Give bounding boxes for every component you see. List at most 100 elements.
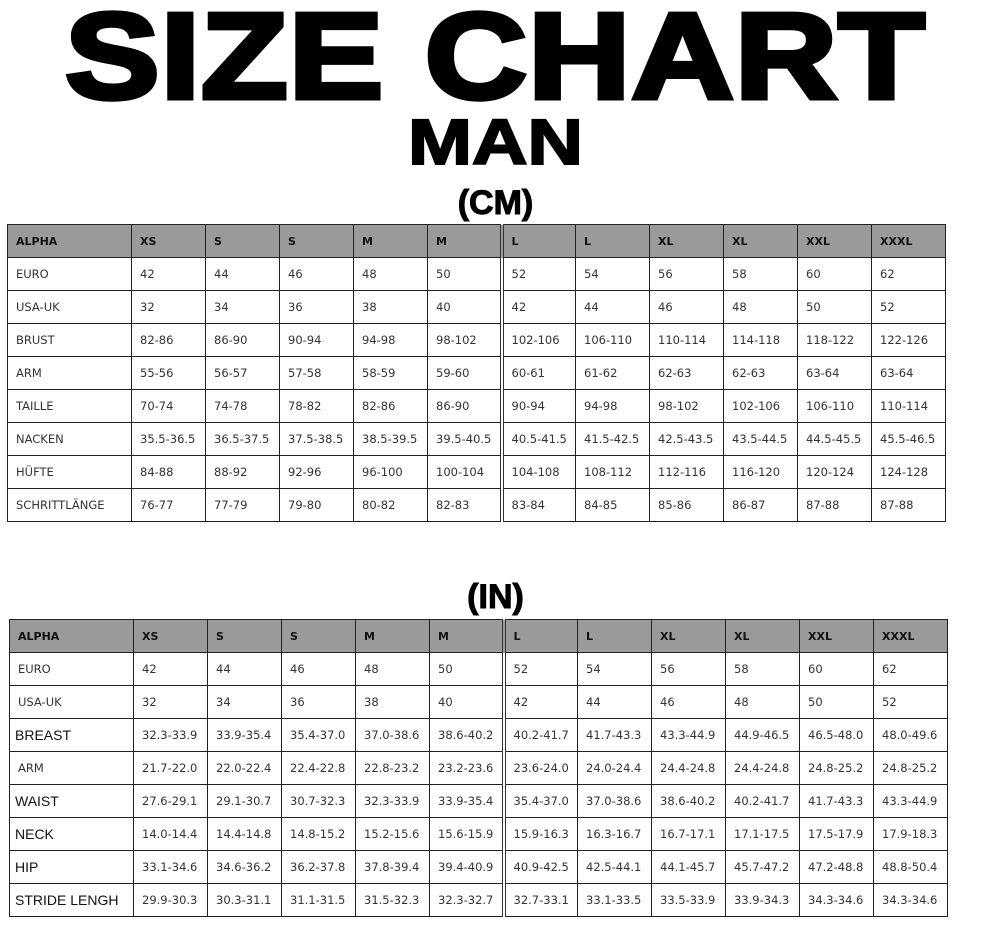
header-cell: XXL xyxy=(799,619,874,653)
table-cell: 70-74 xyxy=(131,389,206,423)
row-label-cell: NECK xyxy=(9,817,134,851)
header-cell: S xyxy=(207,619,282,653)
table-cell: 74-78 xyxy=(205,389,280,423)
table-cell: 57-58 xyxy=(279,356,354,390)
table-cell: 23.2-23.6 xyxy=(429,751,504,785)
table-cell: 63-64 xyxy=(871,356,946,390)
table-cell: 110-114 xyxy=(649,323,724,357)
table-cell: 114-118 xyxy=(723,323,798,357)
table-cell: 85-86 xyxy=(649,488,724,522)
header-cell: M xyxy=(353,224,428,258)
table-cell: 100-104 xyxy=(427,455,502,489)
table-cell: 45.5-46.5 xyxy=(871,422,946,456)
in-table-unit-heading: (IN) xyxy=(467,578,525,617)
header-cell: S xyxy=(279,224,354,258)
table-cell: 86-87 xyxy=(723,488,798,522)
table-cell: 78-82 xyxy=(279,389,354,423)
header-cell: L xyxy=(499,224,576,258)
row-label-cell: ARM xyxy=(7,356,132,390)
table-cell: 48.0-49.6 xyxy=(873,718,948,752)
table-cell: 94-98 xyxy=(353,323,428,357)
table-cell: 39.4-40.9 xyxy=(429,850,504,884)
header-cell: XL xyxy=(649,224,724,258)
table-cell: 58-59 xyxy=(353,356,428,390)
table-cell: 40.2-41.7 xyxy=(725,784,800,818)
table-cell: 22.8-23.2 xyxy=(355,751,430,785)
table-cell: 98-102 xyxy=(427,323,502,357)
table-cell: 40.2-41.7 xyxy=(501,718,578,752)
table-cell: 38.5-39.5 xyxy=(353,422,428,456)
table-cell: 82-86 xyxy=(353,389,428,423)
table-cell: 56 xyxy=(651,652,726,686)
row-label-cell: USA-UK xyxy=(9,685,134,719)
table-cell: 23.6-24.0 xyxy=(501,751,578,785)
table-cell: 61-62 xyxy=(575,356,650,390)
row-label-cell: ALPHA xyxy=(9,619,134,653)
table-cell: 86-90 xyxy=(205,323,280,357)
table-cell: 27.6-29.1 xyxy=(133,784,208,818)
table-cell: 41.5-42.5 xyxy=(575,422,650,456)
size-table-cm: ALPHA XS S S M M L L XL XL XXL XXXL EURO 42 44 46 48 50 52… xyxy=(7,224,946,522)
table-cell: 32 xyxy=(133,685,208,719)
header-cell: XL xyxy=(651,619,726,653)
table-cell: 41.7-43.3 xyxy=(577,718,652,752)
header-cell: XL xyxy=(723,224,798,258)
header-cell: XXXL xyxy=(871,224,946,258)
table-cell: 80-82 xyxy=(353,488,428,522)
table-row: NACKEN 35.5-36.5 36.5-37.5 37.5-38.5 38.5-39… xyxy=(7,422,946,456)
table-cell: 76-77 xyxy=(131,488,206,522)
table-cell: 30.3-31.1 xyxy=(207,883,282,917)
row-label-cell: STRIDE LENGH xyxy=(9,883,134,917)
table-cell: 124-128 xyxy=(871,455,946,489)
table-cell: 87-88 xyxy=(871,488,946,522)
table-row: EURO 42 44 46 48 50 52 54 56 58 60 62 xyxy=(7,257,946,291)
table-cell: 54 xyxy=(575,257,650,291)
table-cell: 29.1-30.7 xyxy=(207,784,282,818)
table-cell: 46.5-48.0 xyxy=(799,718,874,752)
row-label-cell: TAILLE xyxy=(7,389,132,423)
table-row: HÜFTE 84-88 88-92 92-96 96-100 100-104 104-108… xyxy=(7,455,946,489)
table-cell: 82-83 xyxy=(427,488,502,522)
table-cell: 21.7-22.0 xyxy=(133,751,208,785)
header-cell: XS xyxy=(131,224,206,258)
table-cell: 22.0-22.4 xyxy=(207,751,282,785)
table-cell: 36.5-37.5 xyxy=(205,422,280,456)
table-cell: 43.3-44.9 xyxy=(873,784,948,818)
table-cell: 14.8-15.2 xyxy=(281,817,356,851)
table-cell: 84-85 xyxy=(575,488,650,522)
row-label-cell: BREAST xyxy=(9,718,134,752)
row-label-cell: HIP xyxy=(9,850,134,884)
table-cell: 48 xyxy=(725,685,800,719)
table-cell: 98-102 xyxy=(649,389,724,423)
table-cell: 43.5-44.5 xyxy=(723,422,798,456)
table-cell: 36 xyxy=(279,290,354,324)
header-cell: L xyxy=(575,224,650,258)
table-cell: 40 xyxy=(429,685,504,719)
table-cell: 118-122 xyxy=(797,323,872,357)
table-cell: 106-110 xyxy=(575,323,650,357)
table-cell: 31.1-31.5 xyxy=(281,883,356,917)
table-cell: 96-100 xyxy=(353,455,428,489)
table-cell: 34 xyxy=(207,685,282,719)
table-cell: 37.8-39.4 xyxy=(355,850,430,884)
table-cell: 24.4-24.8 xyxy=(651,751,726,785)
table-cell: 46 xyxy=(651,685,726,719)
table-cell: 108-112 xyxy=(575,455,650,489)
table-cell: 63-64 xyxy=(797,356,872,390)
table-row: USA-UK 32 34 36 38 40 42 44 46 48 50 52 xyxy=(7,290,946,324)
table-cell: 44 xyxy=(577,685,652,719)
table-cell: 52 xyxy=(873,685,948,719)
table-cell: 40 xyxy=(427,290,502,324)
table-cell: 55-56 xyxy=(131,356,206,390)
table-cell: 90-94 xyxy=(279,323,354,357)
row-label-cell: BRUST xyxy=(7,323,132,357)
header-cell: L xyxy=(501,619,578,653)
table-cell: 24.8-25.2 xyxy=(799,751,874,785)
table-cell: 47.2-48.8 xyxy=(799,850,874,884)
table-cell: 16.3-16.7 xyxy=(577,817,652,851)
table-row: BRUST 82-86 86-90 90-94 94-98 98-102 102-106 10… xyxy=(7,323,946,357)
row-label-cell: NACKEN xyxy=(7,422,132,456)
table-cell: 33.9-35.4 xyxy=(207,718,282,752)
table-cell: 77-79 xyxy=(205,488,280,522)
table-cell: 50 xyxy=(799,685,874,719)
